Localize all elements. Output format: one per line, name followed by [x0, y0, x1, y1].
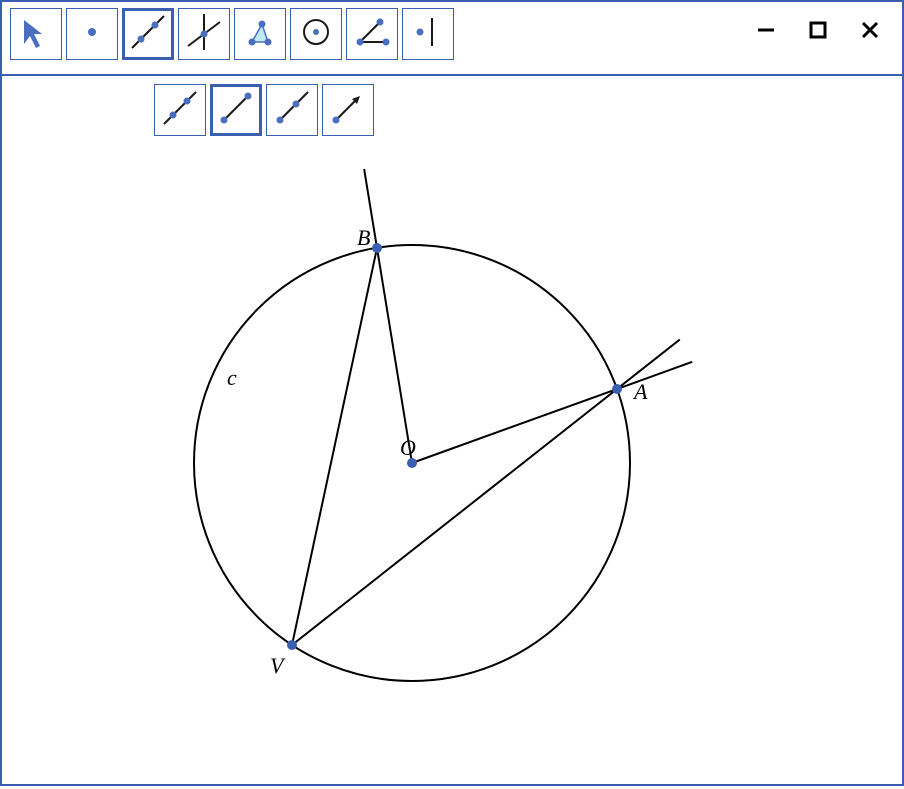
subtool-segment[interactable]	[210, 84, 262, 136]
ray-icon	[270, 86, 314, 135]
window-controls	[752, 16, 884, 44]
perp-icon	[182, 10, 226, 59]
subtool-line2pt[interactable]	[154, 84, 206, 136]
line-VA[interactable]	[292, 339, 680, 645]
point-A[interactable]	[612, 384, 622, 394]
reflect-icon	[406, 10, 450, 59]
move-icon	[14, 10, 58, 59]
tool-move[interactable]	[10, 8, 62, 60]
tool-reflect[interactable]	[402, 8, 454, 60]
subtool-vector[interactable]	[322, 84, 374, 136]
angle-icon	[350, 10, 394, 59]
sub-toolbar	[154, 84, 374, 136]
label-V: V	[270, 653, 286, 678]
tool-circle[interactable]	[290, 8, 342, 60]
line-OA[interactable]	[412, 362, 692, 463]
line-icon	[126, 10, 170, 59]
segment-icon	[214, 86, 258, 135]
label-O: O	[400, 435, 416, 460]
point-B[interactable]	[372, 243, 382, 253]
toolbar-divider	[2, 74, 902, 76]
maximize-button[interactable]	[804, 16, 832, 44]
minimize-button[interactable]	[752, 16, 780, 44]
tool-polygon[interactable]	[234, 8, 286, 60]
subtool-ray[interactable]	[266, 84, 318, 136]
close-button[interactable]	[856, 16, 884, 44]
line2pt-icon	[158, 86, 202, 135]
polygon-icon	[238, 10, 282, 59]
point-icon	[70, 10, 114, 59]
line-OB[interactable]	[364, 169, 412, 463]
label-circle: c	[227, 365, 237, 390]
label-B: B	[357, 225, 370, 250]
vector-icon	[326, 86, 370, 135]
tool-perp[interactable]	[178, 8, 230, 60]
label-A: A	[632, 379, 648, 404]
circle-icon	[294, 10, 338, 59]
point-V[interactable]	[287, 640, 297, 650]
tool-angle[interactable]	[346, 8, 398, 60]
tool-line[interactable]	[122, 8, 174, 60]
drawing-canvas[interactable]: O V A Bc	[2, 142, 902, 784]
line-VB[interactable]	[292, 248, 377, 645]
tool-point[interactable]	[66, 8, 118, 60]
main-toolbar	[10, 8, 454, 60]
app-window: O V A Bc	[0, 0, 904, 786]
